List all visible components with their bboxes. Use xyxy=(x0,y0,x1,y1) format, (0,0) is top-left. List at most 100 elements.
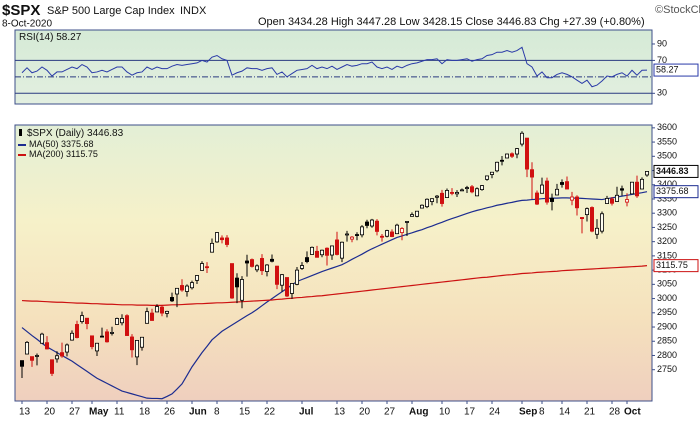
candle-body xyxy=(164,310,169,314)
candle-body xyxy=(620,188,625,191)
x-tick-label: 13 xyxy=(19,407,31,418)
y-tick-label: 3150 xyxy=(657,250,677,260)
y-tick-label: 3500 xyxy=(657,151,677,161)
y-tick-label: 3200 xyxy=(657,236,677,246)
candle-body xyxy=(334,239,339,255)
candle-body xyxy=(314,250,319,258)
candle-body xyxy=(570,196,575,201)
y-tick-label: 3550 xyxy=(657,136,677,146)
candle-body xyxy=(439,192,444,204)
candle-body xyxy=(555,188,560,196)
candle-body xyxy=(139,336,144,348)
candle-body xyxy=(384,230,389,237)
y-tick-label: 2900 xyxy=(657,321,677,331)
price-panel xyxy=(14,124,653,402)
date: 8-Oct-2020 xyxy=(2,19,52,30)
x-tick-label: 10 xyxy=(439,407,451,418)
candle-body xyxy=(630,181,635,195)
y-tick-label: 3400 xyxy=(657,179,677,189)
quote: Open 3434.28 High 3447.28 Low 3428.15 Cl… xyxy=(258,16,645,28)
candle-body xyxy=(515,148,520,155)
x-tick-label: Sep xyxy=(519,407,537,418)
candle-body xyxy=(125,315,130,336)
candle-body xyxy=(645,171,650,176)
candle-body xyxy=(115,318,120,325)
quote-label: Chg xyxy=(539,16,559,28)
x-tick-label: 20 xyxy=(44,407,56,418)
line xyxy=(21,191,648,400)
candle-body xyxy=(110,332,115,334)
candle-body xyxy=(65,344,70,353)
candle-body xyxy=(454,192,459,195)
candle-body xyxy=(199,263,204,271)
candle-body xyxy=(525,137,530,170)
candle-body xyxy=(219,237,224,241)
y-tick-label: 3050 xyxy=(657,279,677,289)
candle-body xyxy=(494,161,499,172)
candle-body xyxy=(134,339,139,358)
candle-body xyxy=(424,198,429,208)
legend-entry: RSI(14) 58.27 xyxy=(19,32,82,43)
candle-body xyxy=(374,220,379,232)
exchange: INDX xyxy=(180,5,207,17)
x-tick-label: 24 xyxy=(489,407,501,418)
candle-body xyxy=(105,331,110,343)
x-tick-label: Jul xyxy=(299,407,314,418)
candle-body xyxy=(369,219,374,227)
candle-body xyxy=(394,224,399,235)
quote-value: 3446.83 xyxy=(497,16,537,28)
candle-body xyxy=(635,181,640,197)
x-tick-label: 8 xyxy=(214,407,220,418)
candle-body xyxy=(605,198,610,204)
candle-body xyxy=(90,335,95,348)
x-tick-label: 11 xyxy=(114,407,125,418)
candle-body xyxy=(324,247,329,256)
candle-body xyxy=(169,297,174,302)
y-tick-label: 3300 xyxy=(657,208,677,218)
candle-body xyxy=(409,214,414,217)
x-tick-label: 22 xyxy=(264,407,276,418)
candle-body xyxy=(24,341,29,355)
candle-body xyxy=(530,169,535,178)
candle-body xyxy=(379,235,384,238)
candle-body xyxy=(560,182,565,185)
candle-body xyxy=(100,335,105,338)
candle-body xyxy=(294,269,299,285)
y-tick-label: 2800 xyxy=(657,350,677,360)
quote-label: High xyxy=(331,16,354,28)
x-tick-label: Oct xyxy=(624,407,641,418)
legend-name: RSI(14) xyxy=(19,32,53,43)
subtitle: S&P 500 Large Cap Index xyxy=(47,5,175,17)
candle-body xyxy=(464,187,469,189)
y-tick-label: 90 xyxy=(657,38,667,48)
y-tick-label: 3000 xyxy=(657,293,677,303)
y-tick-label: 2750 xyxy=(657,364,677,374)
candle-body xyxy=(269,258,274,262)
x-tick-label: 20 xyxy=(359,407,371,418)
candle-body xyxy=(444,190,449,198)
candle-body xyxy=(179,285,184,291)
legend-entry: MA(50) 3375.68 xyxy=(29,139,94,149)
candle-body xyxy=(129,336,134,351)
candle-body xyxy=(389,231,394,237)
symbol: $SPX xyxy=(2,2,40,19)
candle-body xyxy=(189,282,194,289)
candle-body xyxy=(520,132,525,145)
candle-body xyxy=(249,259,254,267)
candle-body xyxy=(535,192,540,205)
watermark: ©StockCharts.com xyxy=(655,4,700,16)
candle-body xyxy=(50,359,55,374)
candle-body xyxy=(349,236,354,240)
candle-body xyxy=(504,153,509,159)
x-tick-label: 18 xyxy=(139,407,151,418)
candle-body xyxy=(55,355,60,360)
candle-body xyxy=(154,306,159,313)
quote-change: +27.39 (+0.80%) xyxy=(563,16,645,28)
candle-body xyxy=(29,356,34,361)
candle-body xyxy=(60,352,65,357)
candle-body xyxy=(540,184,545,194)
candle-body xyxy=(204,266,209,269)
candle-body xyxy=(359,226,364,236)
candle-body xyxy=(274,265,279,285)
candle-body xyxy=(279,274,284,286)
